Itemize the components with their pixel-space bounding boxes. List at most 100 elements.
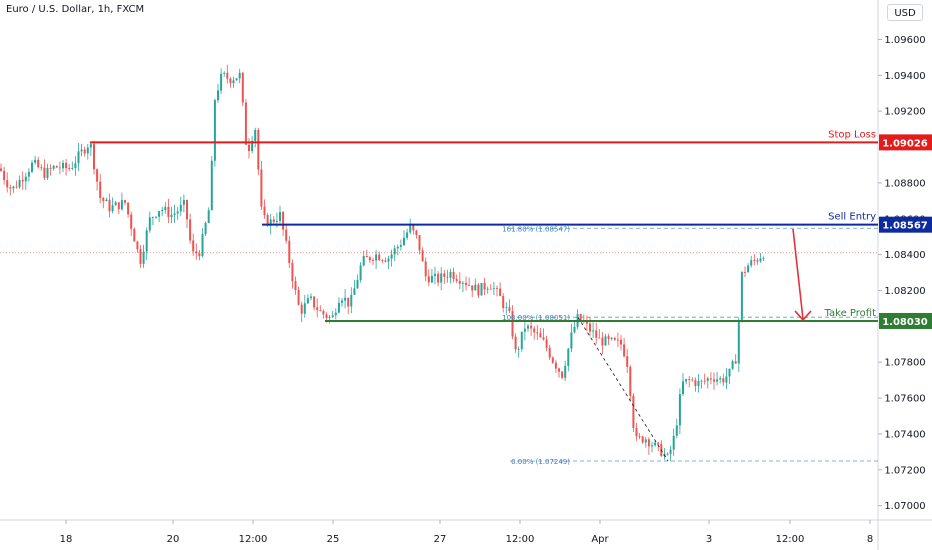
price-badge-sell-entry xyxy=(879,216,932,233)
candle-body xyxy=(142,251,145,264)
candle-body xyxy=(148,217,151,231)
fib-level-label: 0.00% (1.07249) xyxy=(511,458,570,466)
candle-body xyxy=(356,279,359,289)
candle-body xyxy=(198,253,201,257)
candle-body xyxy=(155,216,157,218)
candle-body xyxy=(412,225,415,231)
candle-body xyxy=(461,282,464,284)
candle-body xyxy=(223,72,226,74)
candle-body xyxy=(173,213,176,215)
candle-body xyxy=(477,284,480,296)
candle-body xyxy=(375,254,378,261)
x-tick-label: 18 xyxy=(60,534,73,545)
candle-body xyxy=(554,362,557,369)
candle-body xyxy=(161,209,164,212)
candle-body xyxy=(595,330,598,338)
candle-body xyxy=(108,199,111,212)
x-tick-label: 27 xyxy=(434,534,447,545)
candle-body xyxy=(666,453,669,455)
candle-body xyxy=(207,210,210,224)
candle-body xyxy=(89,144,92,148)
candle-body xyxy=(601,337,604,346)
candle-body xyxy=(381,260,384,261)
candle-body xyxy=(737,319,740,364)
candle-body xyxy=(179,204,182,212)
candle-body xyxy=(697,380,700,386)
candle-body xyxy=(96,169,99,182)
currency-button[interactable]: USD xyxy=(887,4,923,21)
candle-body xyxy=(43,167,46,178)
fib-level-label: 161.80% (1.08547) xyxy=(502,225,570,233)
level-label-take-profit: Take Profit xyxy=(824,308,877,319)
candle-body xyxy=(353,288,356,295)
candle-body xyxy=(331,315,334,317)
candle-body xyxy=(235,78,238,81)
x-tick-label: 25 xyxy=(327,534,340,545)
candle-body xyxy=(536,332,539,334)
candle-body xyxy=(31,162,33,172)
candle-body xyxy=(55,166,58,168)
level-label-stop-loss: Stop Loss xyxy=(828,129,876,140)
candle-body xyxy=(675,425,678,436)
candle-body xyxy=(21,179,24,182)
candle-body xyxy=(678,394,681,426)
candle-body xyxy=(446,276,449,278)
candle-body xyxy=(592,330,595,332)
candle-body xyxy=(424,261,427,277)
candle-body xyxy=(127,202,130,215)
candle-body xyxy=(638,436,641,438)
candle-body xyxy=(99,181,102,198)
candle-body xyxy=(585,321,588,324)
candle-body xyxy=(719,378,722,380)
candle-body xyxy=(288,240,291,264)
candle-body xyxy=(682,381,684,395)
candle-body xyxy=(372,260,374,261)
price-badge-text: 1.08030 xyxy=(882,317,928,328)
candle-body xyxy=(319,310,322,311)
candle-body xyxy=(731,361,734,369)
candle-body xyxy=(359,265,362,280)
x-tick-label: 3 xyxy=(706,534,712,545)
candle-body xyxy=(12,186,15,189)
candle-body xyxy=(740,271,743,320)
candle-body xyxy=(750,260,753,266)
candle-body xyxy=(443,273,446,277)
candle-body xyxy=(514,336,517,350)
candle-body xyxy=(102,197,105,202)
candle-body xyxy=(703,380,706,382)
candle-body xyxy=(644,439,647,443)
candle-body xyxy=(176,211,179,214)
candle-body xyxy=(213,100,216,161)
candle-body xyxy=(390,254,393,259)
candle-body xyxy=(455,279,458,281)
candle-body xyxy=(241,72,244,103)
candle-body xyxy=(647,439,650,447)
candle-body xyxy=(387,258,390,262)
candle-body xyxy=(762,258,765,260)
candle-body xyxy=(303,303,306,314)
candle-body xyxy=(136,241,139,250)
candle-body xyxy=(427,276,430,283)
candle-body xyxy=(415,230,418,235)
candle-body xyxy=(74,163,77,169)
candle-body xyxy=(6,180,9,188)
candle-body xyxy=(548,347,551,358)
candle-body xyxy=(480,283,483,296)
candle-body xyxy=(217,90,219,101)
candle-body xyxy=(759,258,762,262)
candle-body xyxy=(632,395,635,428)
candle-body xyxy=(530,325,533,329)
candle-body xyxy=(272,219,275,223)
candle-body xyxy=(244,102,247,145)
candle-body xyxy=(192,240,195,252)
candle-body xyxy=(378,254,381,261)
candle-body xyxy=(713,379,715,382)
candle-body xyxy=(449,271,452,278)
x-tick-label: 12:00 xyxy=(776,534,805,545)
y-tick-label: 1.07000 xyxy=(884,501,925,512)
candle-body xyxy=(520,331,523,350)
candle-body xyxy=(251,140,254,152)
y-tick-label: 1.09400 xyxy=(884,71,925,82)
candle-body xyxy=(263,206,266,216)
